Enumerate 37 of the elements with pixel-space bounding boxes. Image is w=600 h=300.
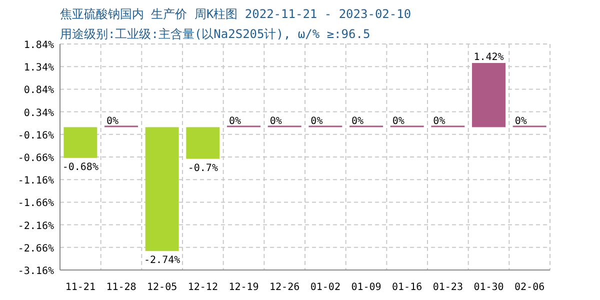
data-label: -2.74% <box>144 255 180 266</box>
y-tick-label: 0.84% <box>24 85 54 96</box>
data-label: 0% <box>310 116 323 128</box>
data-label: 0% <box>229 116 242 128</box>
y-tick-label: 1.84% <box>24 40 54 51</box>
data-label: 0% <box>352 116 364 128</box>
chart-title: 焦亚硫酸钠国内 生产价 周K柱图 2022-11-21 - 2023-02-10 <box>60 7 412 21</box>
data-label: 0% <box>392 116 404 128</box>
x-tick-label: 01-16 <box>392 282 422 293</box>
data-label: 1.42% <box>474 52 504 63</box>
x-tick-label: 02-06 <box>514 282 545 293</box>
data-label: 0% <box>433 116 446 128</box>
y-tick-label: -1.16% <box>18 176 54 187</box>
x-tick-label: 01-02 <box>310 282 340 293</box>
y-tick-label: -2.16% <box>18 220 54 232</box>
x-tick-label: 12-19 <box>228 282 259 293</box>
data-label: 0% <box>514 116 527 128</box>
x-tick-label: 01-30 <box>474 282 504 293</box>
y-tick-label: -3.16% <box>18 266 54 277</box>
chart-subtitle: 用途级别:工业级:主含量(以Na2S205计), ω/% ≥:96.5 <box>60 27 370 41</box>
x-tick-label: 01-09 <box>351 282 382 293</box>
x-tick-label: 12-26 <box>270 282 300 293</box>
data-label: -0.68% <box>62 162 98 173</box>
x-tick-label: 11-28 <box>106 282 136 293</box>
y-tick-label: -0.66% <box>18 153 54 164</box>
y-tick-label: -0.16% <box>18 130 54 142</box>
x-tick-label: 11-21 <box>65 282 96 293</box>
x-tick-label: 12-12 <box>188 282 218 293</box>
data-label: 0% <box>270 116 282 128</box>
y-tick-label: -1.66% <box>18 198 54 210</box>
data-label: -0.7% <box>188 162 218 174</box>
y-tick-label: -2.66% <box>18 243 54 254</box>
y-tick-label: 1.34% <box>24 62 54 74</box>
x-tick-label: 01-23 <box>432 282 463 293</box>
data-label: 0% <box>106 116 119 128</box>
y-tick-label: 0.34% <box>24 108 54 119</box>
x-tick-label: 12-05 <box>147 282 178 293</box>
